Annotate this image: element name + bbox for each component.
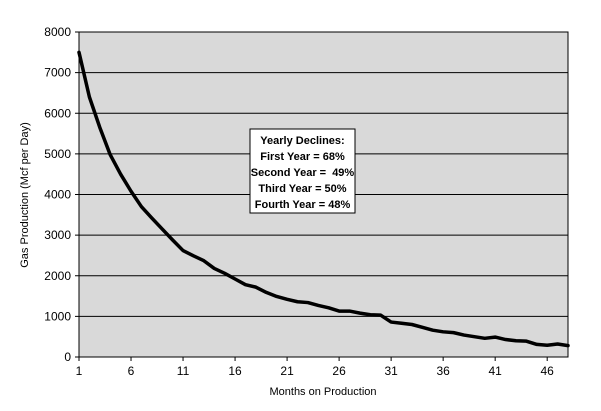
annotation-second-year: Second Year = 49% bbox=[251, 167, 355, 179]
x-tick-labels: 1 6 11 16 21 26 31 36 41 46 bbox=[76, 357, 555, 378]
x-tick-label-11: 11 bbox=[177, 364, 190, 378]
y-tick-label-2000: 2000 bbox=[44, 269, 71, 283]
x-tick-label-31: 31 bbox=[384, 364, 398, 378]
x-tick-label-1: 1 bbox=[76, 364, 83, 378]
y-tick-label-1000: 1000 bbox=[44, 309, 71, 323]
y-tick-labels: 0 1000 2000 3000 4000 5000 6000 7000 8000 bbox=[44, 25, 79, 364]
x-axis-label: Months on Production bbox=[269, 386, 376, 398]
y-tick-label-5000: 5000 bbox=[44, 147, 71, 161]
gas-production-line bbox=[77, 50, 570, 348]
annotation-first-year: First Year = 68% bbox=[260, 151, 345, 163]
y-tick-label-3000: 3000 bbox=[44, 228, 71, 242]
annotation-title: Yearly Declines: bbox=[260, 135, 344, 147]
x-tick-label-46: 46 bbox=[541, 364, 555, 378]
yearly-declines-annotation: Yearly Declines: First Year = 68% Second… bbox=[249, 128, 356, 214]
x-tick-label-21: 21 bbox=[280, 364, 294, 378]
y-tick-label-7000: 7000 bbox=[44, 66, 71, 80]
x-tick-label-16: 16 bbox=[228, 364, 242, 378]
annotation-fourth-year: Fourth Year = 48% bbox=[255, 199, 351, 211]
y-tick-label-8000: 8000 bbox=[44, 25, 71, 39]
y-tick-label-0: 0 bbox=[64, 350, 71, 364]
x-tick-label-6: 6 bbox=[128, 364, 135, 378]
y-tick-label-6000: 6000 bbox=[44, 106, 71, 120]
annotation-third-year: Third Year = 50% bbox=[258, 183, 346, 195]
x-tick-label-26: 26 bbox=[332, 364, 346, 378]
x-tick-label-41: 41 bbox=[488, 364, 502, 378]
x-tick-label-36: 36 bbox=[436, 364, 450, 378]
y-axis-label: Gas Production (Mcf per Day) bbox=[19, 122, 31, 268]
y-tick-label-4000: 4000 bbox=[44, 188, 71, 202]
annotation-box bbox=[249, 128, 356, 214]
